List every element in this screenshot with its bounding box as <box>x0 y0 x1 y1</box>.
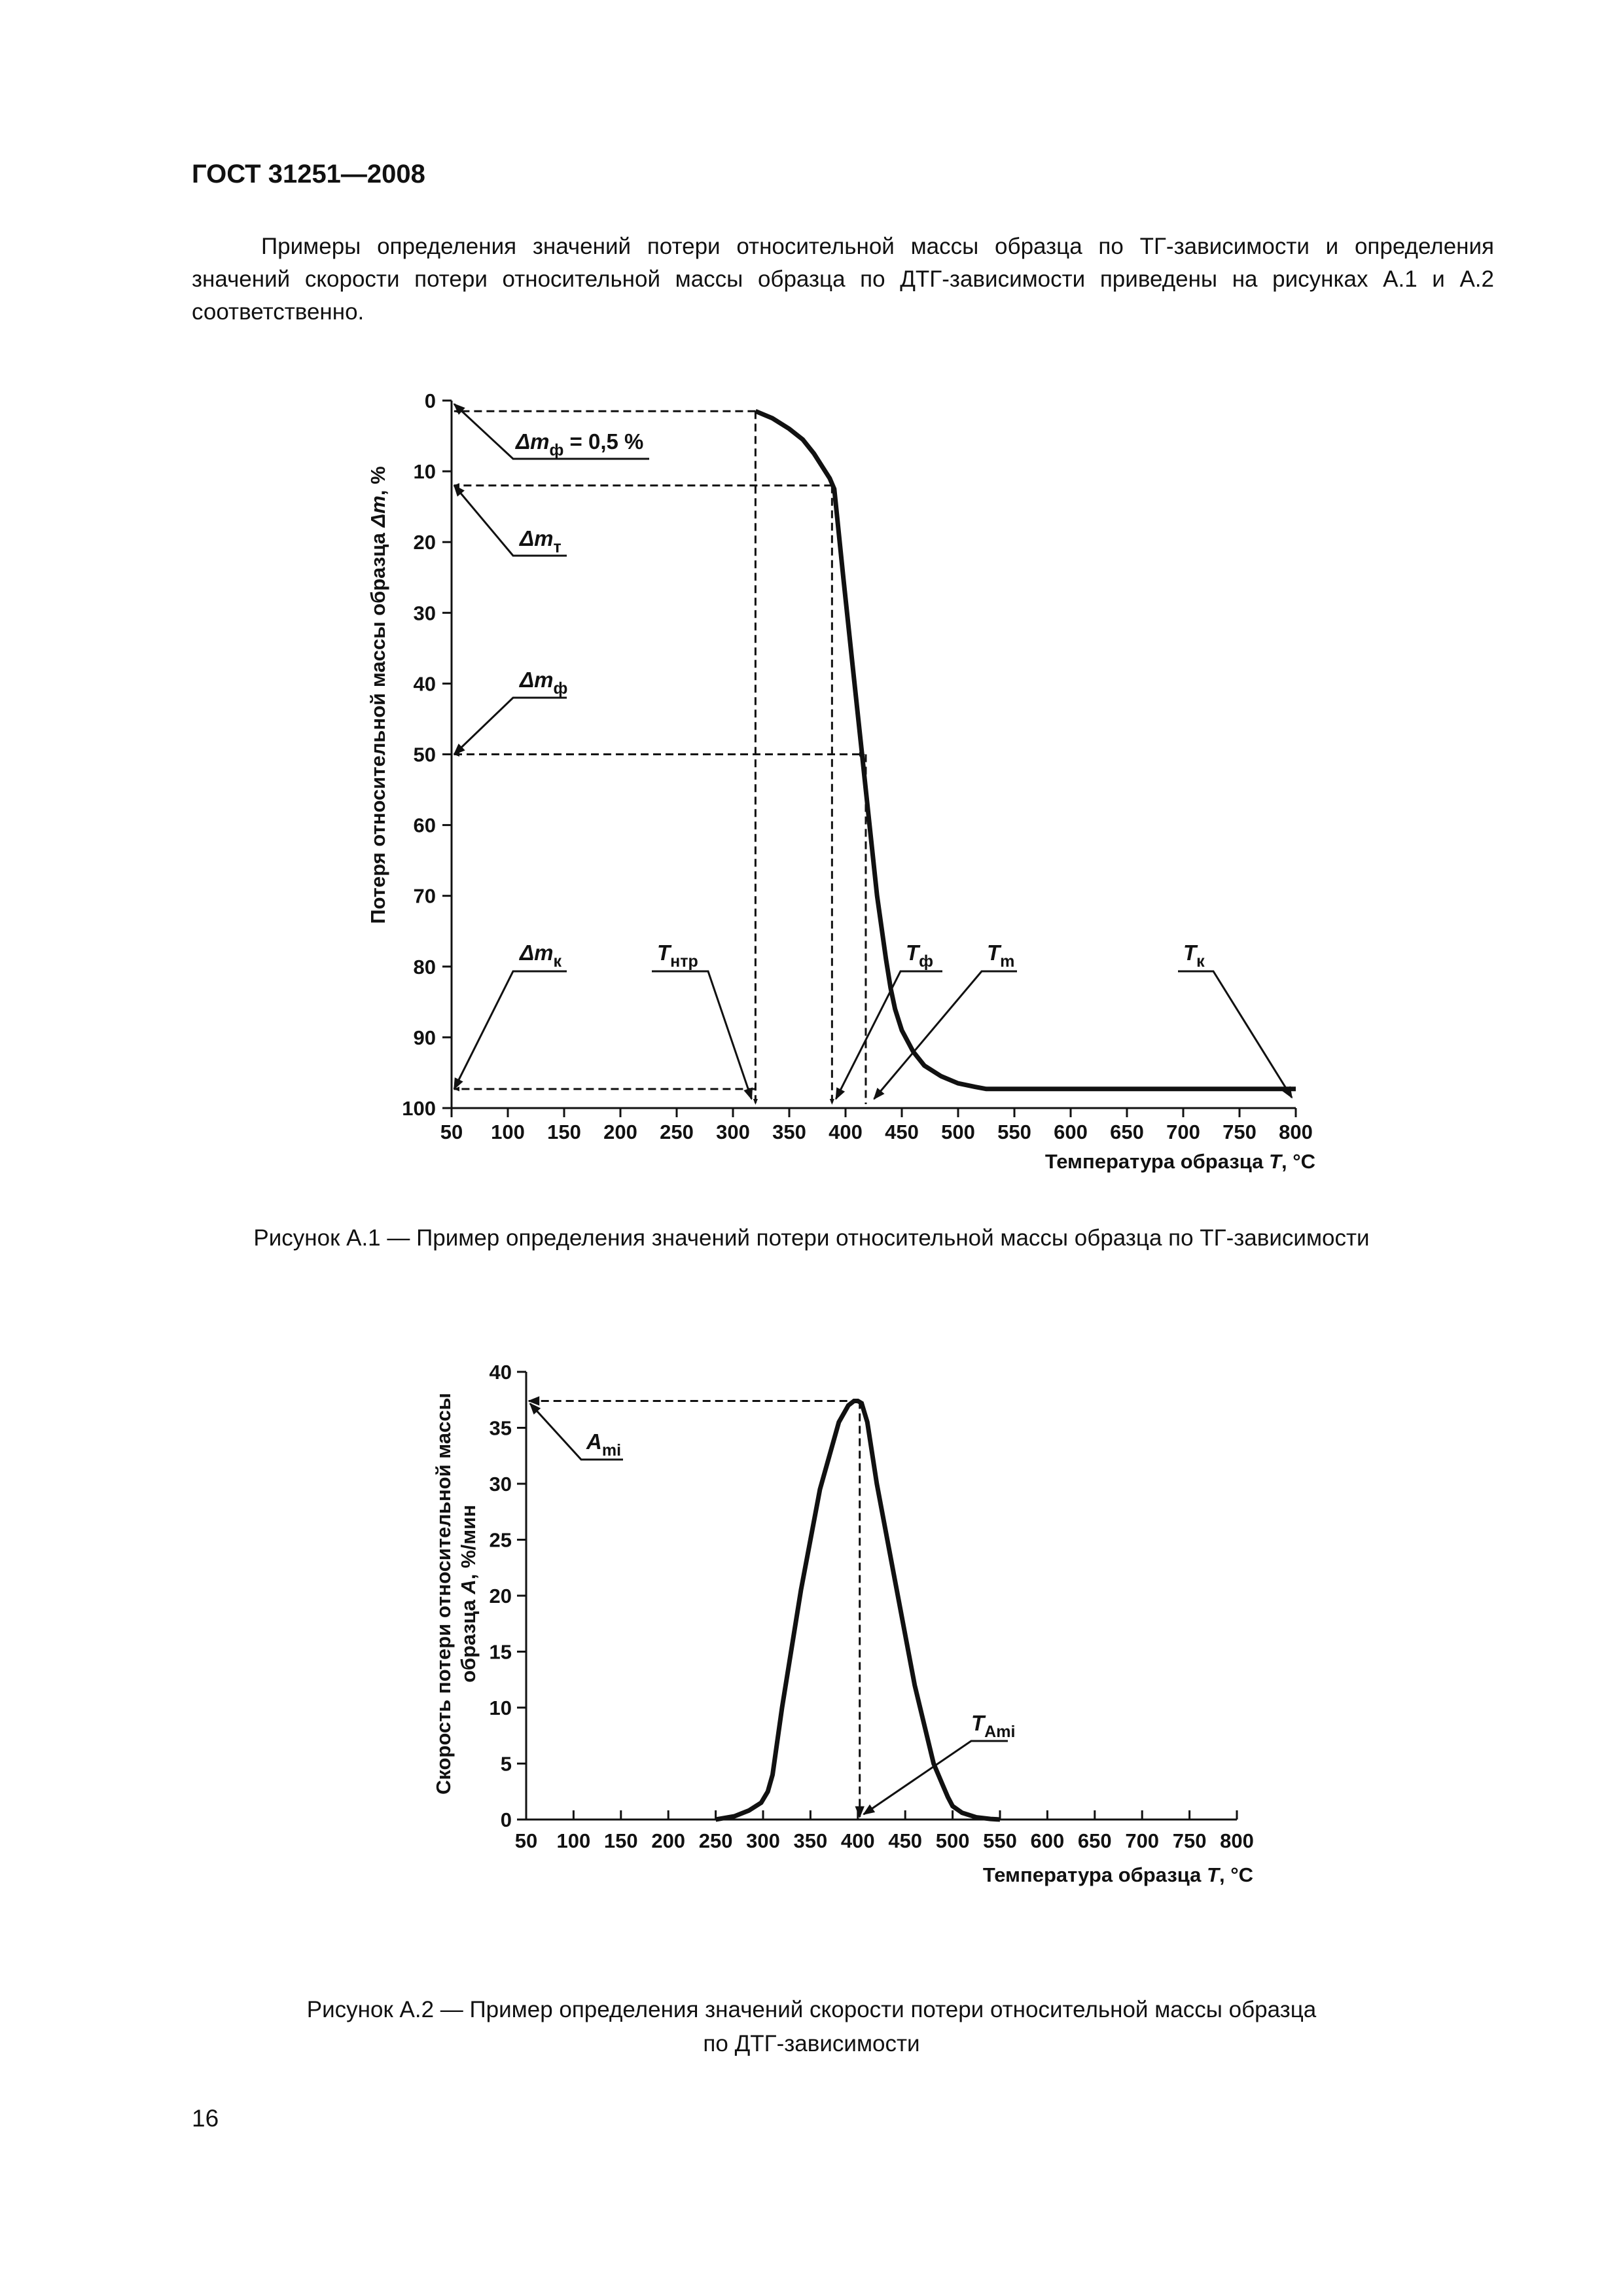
leader-tntr <box>652 970 753 1100</box>
x-tick-label: 200 <box>603 1121 637 1143</box>
y-tick-label: 10 <box>414 460 436 483</box>
leader-dmt <box>453 484 567 557</box>
x-tick-label: 400 <box>829 1121 863 1143</box>
leader-tk <box>1178 970 1293 1099</box>
x-tick-label: 100 <box>557 1829 591 1852</box>
y-tick-label: 60 <box>414 814 436 837</box>
x-tick-label: 700 <box>1125 1829 1159 1852</box>
y-tick-label: 10 <box>490 1696 512 1719</box>
x-tick-label: 550 <box>983 1829 1017 1852</box>
figure-a1-guide-lines <box>454 408 867 1105</box>
leader-tami <box>863 1740 1008 1816</box>
x-tick-label: 50 <box>440 1121 463 1143</box>
x-tick-label: 500 <box>941 1121 975 1143</box>
annotation-t-ami: TAmi <box>971 1711 1015 1741</box>
x-tick-label: 750 <box>1222 1121 1257 1143</box>
y-tick-label: 30 <box>490 1473 512 1496</box>
leader-dmf-05 <box>453 403 649 460</box>
y-tick-label: 35 <box>490 1417 512 1440</box>
y-tick-label: 20 <box>490 1585 512 1607</box>
y-tick-label: 80 <box>414 956 436 978</box>
tg-curve <box>755 408 1296 1092</box>
figure-a1-caption: Рисунок А.1 — Пример определения значени… <box>253 1225 1370 1251</box>
y-tick-label: 50 <box>414 744 436 766</box>
x-tick-label: 650 <box>1078 1829 1112 1852</box>
x-tick-label: 750 <box>1173 1829 1207 1852</box>
figure-a1-y-axis-label: Потеря относительной массы образца Δm, % <box>366 466 389 924</box>
leader-dmf <box>453 696 567 755</box>
figure-a2-y-axis-label-line2: образца A, %/мин <box>457 1505 480 1683</box>
x-tick-label: 400 <box>841 1829 875 1852</box>
annotation-dm-t: Δmт <box>518 526 562 556</box>
y-tick-label: 40 <box>414 672 436 695</box>
x-tick-label: 200 <box>651 1829 685 1852</box>
annotation-dm-f: Δmф <box>518 668 567 698</box>
x-tick-label: 550 <box>997 1121 1031 1143</box>
x-tick-label: 450 <box>888 1829 922 1852</box>
x-tick-label: 700 <box>1166 1121 1200 1143</box>
figure-a2-annotations: Ami TAmi <box>529 1403 1015 1816</box>
x-tick-label: 650 <box>1110 1121 1144 1143</box>
figure-a2-x-axis-label: Температура образца T, °C <box>983 1863 1253 1886</box>
annotation-t-f: Tф <box>906 941 933 971</box>
y-tick-label: 15 <box>490 1641 512 1664</box>
figure-a2-axes <box>525 1372 1237 1821</box>
document-header: ГОСТ 31251—2008 <box>192 160 425 188</box>
y-tick-label: 0 <box>501 1808 512 1831</box>
x-tick-label: 150 <box>604 1829 638 1852</box>
figure-a2-dtg-chart: 0 5 10 15 20 25 30 35 40 50 100 150 200 250 300 350 400 4… <box>432 1361 1254 1886</box>
y-tick-label: 5 <box>501 1753 512 1776</box>
figure-a1-annotations: Δmф = 0,5 % Δmт Δmф Δmк Tнтр Tф Tm Tк <box>453 403 1293 1100</box>
figure-a2-guide-lines <box>527 1396 865 1818</box>
annotation-dm-f-0-5: Δmф = 0,5 % <box>514 429 643 459</box>
leader-tf <box>835 970 942 1100</box>
x-tick-label: 300 <box>716 1121 750 1143</box>
x-tick-label: 800 <box>1279 1121 1313 1143</box>
y-tick-label: 70 <box>414 885 436 908</box>
annotation-t-ntr: Tнтр <box>657 941 698 971</box>
x-tick-label: 350 <box>794 1829 828 1852</box>
x-tick-label: 100 <box>491 1121 525 1143</box>
y-tick-label: 20 <box>414 531 436 554</box>
figure-a2-ticks: 0 5 10 15 20 25 30 35 40 50 100 150 200 250 300 350 400 4… <box>490 1361 1254 1852</box>
figure-a2-y-axis-label-line1: Скорость потери относительной массы <box>432 1393 455 1795</box>
x-tick-label: 50 <box>515 1829 537 1852</box>
annotation-a-mi: Ami <box>586 1429 621 1460</box>
x-tick-label: 600 <box>1031 1829 1065 1852</box>
page-number: 16 <box>192 2105 219 2132</box>
x-tick-label: 500 <box>936 1829 970 1852</box>
leader-ami <box>529 1403 623 1461</box>
y-tick-label: 40 <box>490 1361 512 1384</box>
leader-dmk <box>453 970 567 1090</box>
dtg-curve <box>715 1399 1001 1822</box>
figure-a2-caption-line2: по ДТГ-зависимости <box>703 2031 920 2056</box>
x-tick-label: 250 <box>699 1829 733 1852</box>
leader-tm <box>873 970 1017 1100</box>
x-tick-label: 350 <box>772 1121 806 1143</box>
annotation-t-k: Tк <box>1183 941 1205 971</box>
intro-paragraph: Примеры определения значений потери отно… <box>192 234 1494 325</box>
figure-a1-x-axis-label: Температура образца T, °C <box>1045 1150 1315 1173</box>
x-tick-label: 600 <box>1054 1121 1088 1143</box>
y-tick-label: 90 <box>414 1026 436 1049</box>
figure-a2-caption-line1: Рисунок А.2 — Пример определения значени… <box>306 1997 1317 2022</box>
y-tick-label: 0 <box>425 389 436 412</box>
annotation-t-m: Tm <box>987 941 1014 971</box>
y-tick-label: 30 <box>414 601 436 624</box>
figure-a2-caption: Рисунок А.2 — Пример определения значени… <box>157 1993 1466 2061</box>
annotation-dm-k: Δmк <box>518 941 562 971</box>
x-tick-label: 150 <box>547 1121 581 1143</box>
x-tick-label: 300 <box>746 1829 780 1852</box>
x-tick-label: 250 <box>660 1121 694 1143</box>
y-tick-label: 100 <box>402 1097 436 1120</box>
x-tick-label: 450 <box>885 1121 919 1143</box>
x-tick-label: 800 <box>1220 1829 1254 1852</box>
y-tick-label: 25 <box>490 1529 512 1552</box>
